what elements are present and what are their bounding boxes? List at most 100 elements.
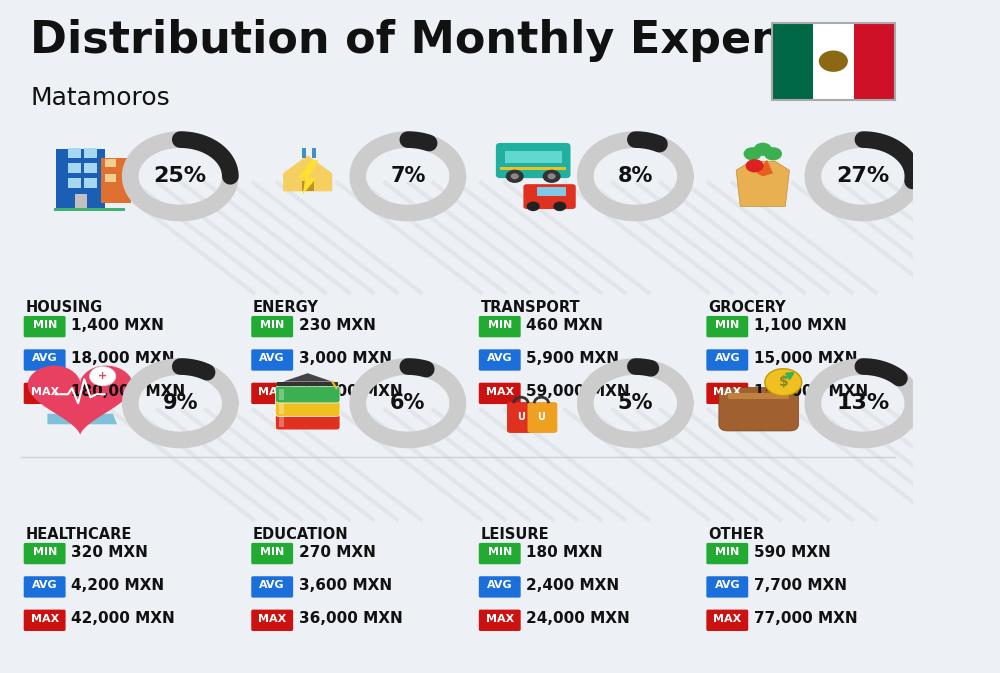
FancyBboxPatch shape — [479, 349, 521, 371]
Text: 18,000 MXN: 18,000 MXN — [71, 351, 175, 366]
Text: 5%: 5% — [618, 393, 653, 413]
FancyBboxPatch shape — [251, 316, 293, 337]
FancyBboxPatch shape — [24, 576, 66, 598]
Polygon shape — [283, 374, 332, 382]
Polygon shape — [28, 365, 133, 435]
Text: 3,000 MXN: 3,000 MXN — [299, 351, 392, 366]
Polygon shape — [757, 160, 773, 176]
Text: EDUCATION: EDUCATION — [253, 527, 349, 542]
Text: MAX: MAX — [258, 387, 286, 397]
FancyBboxPatch shape — [479, 316, 521, 337]
Text: U: U — [517, 412, 525, 422]
Text: 150,000 MXN: 150,000 MXN — [754, 384, 868, 399]
FancyBboxPatch shape — [275, 400, 340, 417]
FancyBboxPatch shape — [279, 389, 284, 400]
FancyBboxPatch shape — [706, 610, 748, 631]
Text: MAX: MAX — [258, 614, 286, 624]
Circle shape — [548, 174, 556, 179]
Text: MAX: MAX — [486, 614, 514, 624]
FancyBboxPatch shape — [479, 383, 521, 404]
FancyBboxPatch shape — [68, 163, 81, 174]
Text: AVG: AVG — [487, 580, 513, 590]
Text: 25%: 25% — [154, 166, 207, 186]
FancyBboxPatch shape — [537, 187, 566, 196]
Text: 7,700 MXN: 7,700 MXN — [754, 578, 847, 593]
Text: 2,400 MXN: 2,400 MXN — [526, 578, 619, 593]
FancyBboxPatch shape — [251, 543, 293, 564]
FancyBboxPatch shape — [706, 316, 748, 337]
FancyBboxPatch shape — [54, 208, 125, 211]
Text: MIN: MIN — [488, 547, 512, 557]
Circle shape — [754, 143, 772, 156]
Circle shape — [553, 201, 566, 211]
Text: 59,000 MXN: 59,000 MXN — [526, 384, 630, 399]
FancyBboxPatch shape — [496, 143, 571, 178]
FancyBboxPatch shape — [105, 174, 116, 182]
Text: 230 MXN: 230 MXN — [299, 318, 375, 332]
FancyBboxPatch shape — [101, 158, 131, 203]
Text: 13%: 13% — [836, 393, 890, 413]
Text: 15,000 MXN: 15,000 MXN — [754, 351, 857, 366]
Text: 42,000 MXN: 42,000 MXN — [71, 611, 175, 627]
Text: TRANSPORT: TRANSPORT — [481, 299, 580, 315]
Polygon shape — [47, 414, 117, 424]
Text: 77,000 MXN: 77,000 MXN — [754, 611, 857, 627]
Text: MIN: MIN — [715, 320, 739, 330]
Text: GROCERY: GROCERY — [708, 299, 786, 315]
FancyBboxPatch shape — [24, 543, 66, 564]
FancyBboxPatch shape — [84, 163, 97, 174]
Text: MIN: MIN — [260, 320, 284, 330]
FancyBboxPatch shape — [719, 388, 799, 431]
Text: OTHER: OTHER — [708, 527, 764, 542]
FancyBboxPatch shape — [772, 23, 813, 100]
FancyBboxPatch shape — [105, 159, 116, 168]
Text: 6%: 6% — [390, 393, 426, 413]
FancyBboxPatch shape — [706, 543, 748, 564]
FancyBboxPatch shape — [706, 576, 748, 598]
FancyBboxPatch shape — [479, 610, 521, 631]
Text: MIN: MIN — [33, 320, 57, 330]
Text: 8%: 8% — [618, 166, 653, 186]
Text: 27%: 27% — [836, 166, 890, 186]
FancyBboxPatch shape — [302, 148, 306, 158]
Circle shape — [506, 170, 524, 183]
Text: LEISURE: LEISURE — [481, 527, 549, 542]
FancyBboxPatch shape — [505, 151, 562, 163]
FancyBboxPatch shape — [523, 184, 576, 209]
Circle shape — [511, 174, 519, 179]
Polygon shape — [736, 162, 789, 207]
Text: 4,200 MXN: 4,200 MXN — [71, 578, 164, 593]
FancyBboxPatch shape — [854, 23, 895, 100]
FancyBboxPatch shape — [277, 382, 338, 386]
Text: 36,000 MXN: 36,000 MXN — [299, 611, 402, 627]
Circle shape — [819, 50, 848, 72]
Circle shape — [746, 160, 764, 172]
Text: $: $ — [778, 376, 788, 389]
Text: AVG: AVG — [714, 353, 740, 363]
FancyBboxPatch shape — [68, 148, 81, 158]
Text: MIN: MIN — [33, 547, 57, 557]
Text: 24,000 MXN: 24,000 MXN — [526, 611, 630, 627]
FancyBboxPatch shape — [302, 181, 314, 191]
FancyBboxPatch shape — [479, 576, 521, 598]
Text: MAX: MAX — [31, 614, 59, 624]
FancyBboxPatch shape — [84, 148, 97, 158]
Text: U: U — [537, 412, 545, 422]
FancyBboxPatch shape — [813, 23, 854, 100]
FancyBboxPatch shape — [275, 386, 340, 403]
Text: Matamoros: Matamoros — [30, 86, 170, 110]
Text: 9%: 9% — [163, 393, 198, 413]
FancyBboxPatch shape — [24, 610, 66, 631]
Text: MAX: MAX — [713, 387, 741, 397]
Text: 3,600 MXN: 3,600 MXN — [299, 578, 392, 593]
Text: 320 MXN: 320 MXN — [71, 544, 148, 559]
Text: 1,400 MXN: 1,400 MXN — [71, 318, 164, 332]
FancyBboxPatch shape — [24, 316, 66, 337]
Text: AVG: AVG — [487, 353, 513, 363]
Circle shape — [744, 147, 762, 160]
Text: 270 MXN: 270 MXN — [299, 544, 375, 559]
Text: Distribution of Monthly Expenses: Distribution of Monthly Expenses — [30, 20, 866, 63]
Text: MIN: MIN — [488, 320, 512, 330]
FancyBboxPatch shape — [251, 610, 293, 631]
FancyBboxPatch shape — [500, 167, 566, 170]
